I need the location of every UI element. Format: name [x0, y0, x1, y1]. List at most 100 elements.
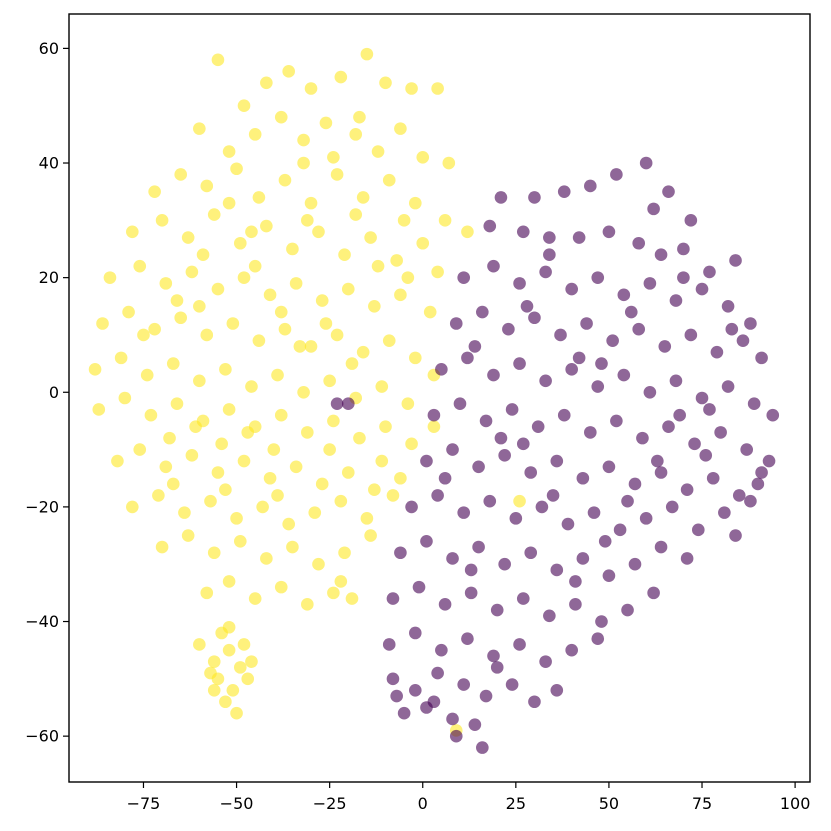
- data-point: [334, 494, 348, 508]
- data-point: [252, 334, 266, 347]
- data-point: [152, 489, 165, 502]
- data-point: [103, 271, 117, 284]
- data-point: [591, 271, 605, 284]
- data-point: [584, 426, 597, 439]
- data-point: [550, 454, 564, 468]
- data-point: [721, 380, 735, 393]
- data-point: [680, 483, 694, 497]
- data-point: [211, 53, 225, 67]
- data-point: [621, 603, 634, 617]
- data-point: [386, 489, 400, 502]
- data-point: [338, 248, 351, 262]
- data-point: [222, 620, 236, 634]
- data-point: [602, 569, 616, 582]
- data-point: [375, 454, 389, 468]
- data-point: [166, 477, 180, 491]
- data-point: [215, 437, 228, 451]
- data-point: [222, 643, 236, 657]
- data-point: [274, 580, 288, 594]
- data-point: [241, 426, 255, 439]
- data-point: [330, 397, 344, 411]
- data-point: [476, 741, 489, 754]
- data-point: [185, 265, 199, 279]
- data-point: [248, 259, 262, 273]
- data-point: [528, 695, 541, 709]
- data-point: [133, 443, 147, 456]
- data-point: [703, 403, 716, 416]
- data-point: [360, 512, 374, 525]
- data-point: [140, 368, 154, 382]
- data-point: [483, 219, 497, 233]
- data-point: [155, 214, 169, 227]
- data-point: [699, 449, 713, 462]
- data-point: [505, 678, 519, 691]
- data-point: [375, 380, 389, 393]
- data-point: [312, 557, 325, 571]
- data-point: [654, 540, 668, 554]
- data-point: [628, 557, 642, 571]
- data-point: [174, 311, 188, 325]
- data-point: [230, 512, 243, 525]
- data-point: [427, 420, 441, 433]
- data-point: [446, 552, 459, 565]
- data-point: [166, 357, 180, 370]
- data-point: [710, 345, 724, 359]
- data-point: [126, 225, 139, 239]
- data-point: [643, 385, 657, 399]
- data-point: [684, 214, 698, 227]
- data-point: [416, 150, 430, 164]
- data-point: [669, 294, 683, 307]
- data-point: [301, 214, 314, 227]
- data-point: [703, 265, 716, 279]
- data-point: [464, 563, 478, 577]
- data-point: [356, 345, 370, 359]
- data-point: [88, 363, 102, 376]
- y-tick-label: −40: [25, 612, 59, 631]
- data-point: [334, 575, 348, 588]
- data-point: [122, 305, 135, 319]
- data-point: [461, 225, 474, 239]
- data-point: [680, 552, 694, 565]
- data-point: [479, 414, 493, 428]
- data-point: [248, 128, 262, 141]
- data-point: [274, 110, 288, 124]
- data-point: [569, 598, 582, 611]
- x-tick-label: 75: [692, 794, 712, 813]
- data-point: [427, 695, 441, 709]
- data-point: [382, 173, 396, 187]
- data-point: [207, 655, 221, 668]
- data-point: [509, 512, 523, 525]
- data-point: [706, 471, 720, 485]
- y-axis-ticks: −60 −40 −20 0 20 40 60: [25, 39, 69, 746]
- data-point: [174, 168, 188, 181]
- data-point: [233, 236, 247, 250]
- data-point: [308, 506, 322, 519]
- data-point: [379, 76, 392, 90]
- data-point: [438, 598, 452, 611]
- data-point: [431, 489, 444, 502]
- data-point: [535, 500, 549, 514]
- data-point: [636, 431, 649, 445]
- data-point: [490, 661, 504, 674]
- data-point: [245, 380, 258, 393]
- data-point: [654, 248, 668, 262]
- data-point: [572, 231, 586, 244]
- data-point: [297, 133, 310, 147]
- data-point: [431, 82, 444, 95]
- data-point: [524, 546, 538, 560]
- data-point: [356, 191, 370, 204]
- data-point: [695, 391, 709, 405]
- data-point: [323, 374, 336, 388]
- data-point: [148, 322, 161, 336]
- data-point: [193, 638, 206, 651]
- data-point: [245, 225, 258, 239]
- data-point: [271, 489, 284, 502]
- data-point: [230, 162, 243, 176]
- data-point: [327, 150, 340, 164]
- data-point: [688, 437, 701, 451]
- data-point: [595, 357, 608, 370]
- data-point: [118, 391, 132, 405]
- data-point: [397, 214, 411, 227]
- data-point: [401, 397, 415, 411]
- data-point: [390, 689, 403, 703]
